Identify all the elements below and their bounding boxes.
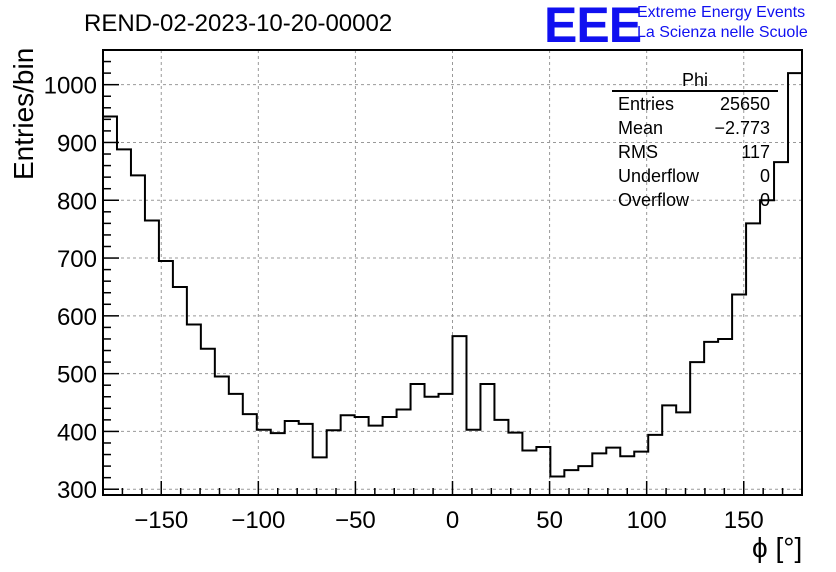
stats-row-underflow: Underflow 0	[612, 164, 778, 188]
tick-labels: −150 −100 −50 0 50 100 150 300 400 500 600 700 800 90…	[44, 73, 764, 534]
x-tick-label: 0	[446, 507, 459, 534]
y-tick-label: 400	[57, 419, 97, 446]
org-line-1: Extreme Energy Events	[637, 4, 806, 21]
stats-value: 0	[759, 166, 770, 186]
y-tick-label: 300	[57, 477, 97, 504]
stats-row-rms: RMS 117	[612, 140, 778, 164]
eee-logo: EEE	[544, 0, 642, 53]
stats-value: 117	[741, 142, 770, 162]
x-tick-label: −150	[134, 507, 188, 534]
x-tick-label: 150	[724, 507, 764, 534]
y-tick-label: 700	[57, 246, 97, 273]
stats-label: Overflow	[618, 190, 690, 210]
x-axis-label: ϕ [°]	[752, 532, 803, 563]
stats-title: Phi	[612, 70, 778, 92]
stats-value: −2.773	[714, 118, 770, 138]
x-tick-label: 100	[627, 507, 667, 534]
y-tick-label: 1000	[44, 73, 97, 100]
stats-row-mean: Mean −2.773	[612, 116, 778, 140]
x-tick-label: −50	[335, 507, 376, 534]
stats-box: Phi Entries 25650 Mean −2.773 RMS 117 Under…	[612, 70, 778, 212]
x-tick-label: −100	[231, 507, 285, 534]
y-axis-label: Entries/bin	[8, 47, 39, 180]
chart-title: REND-02-2023-10-20-00002	[84, 10, 393, 37]
stats-label: RMS	[618, 142, 658, 162]
stats-label: Mean	[618, 118, 664, 138]
org-name: Extreme Energy Events La Scienza nelle S…	[637, 3, 808, 43]
y-tick-label: 600	[57, 304, 97, 331]
stats-label: Underflow	[618, 166, 700, 186]
axis-ticks	[102, 60, 803, 495]
stats-value: 25650	[719, 94, 770, 114]
stats-row-entries: Entries 25650	[612, 92, 778, 116]
stats-value: 0	[759, 190, 770, 210]
stats-row-overflow: Overflow 0	[612, 188, 778, 212]
y-tick-label: 800	[57, 188, 97, 215]
stats-label: Entries	[618, 94, 675, 114]
org-line-2: La Scienza nelle Scuole	[637, 24, 808, 41]
y-tick-label: 500	[57, 362, 97, 389]
y-tick-label: 900	[57, 130, 97, 157]
histogram-line	[102, 72, 803, 495]
x-tick-label: 50	[536, 507, 563, 534]
